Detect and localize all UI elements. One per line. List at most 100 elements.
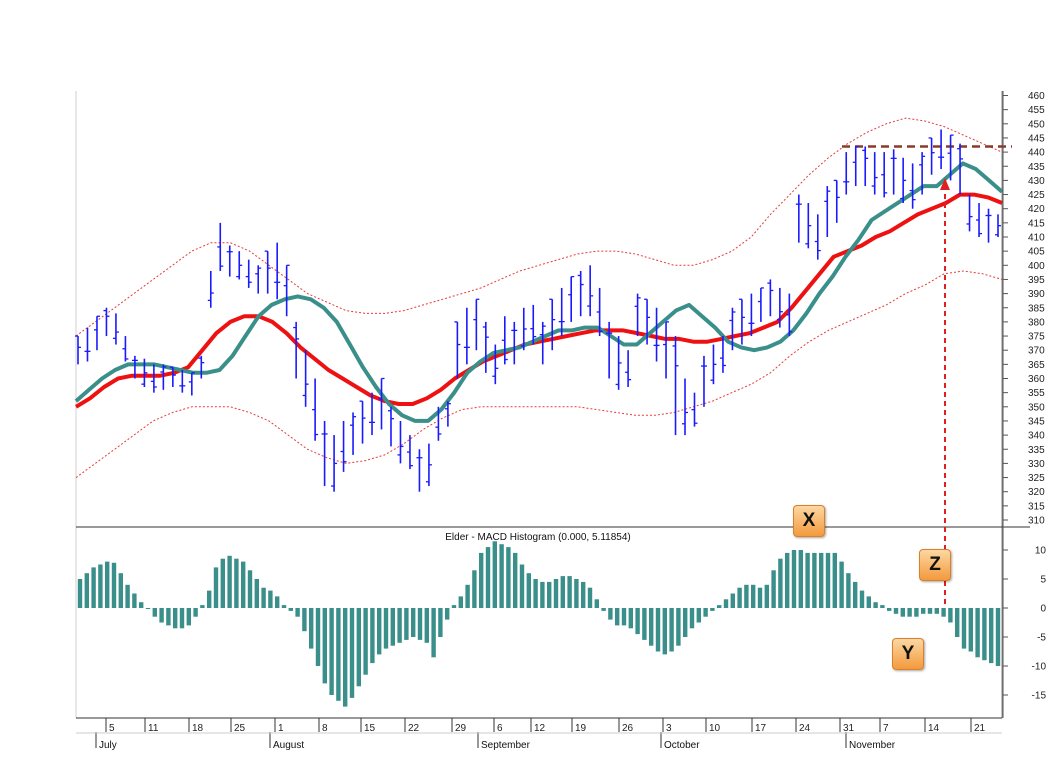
price-bar [539,321,546,365]
day-label: 18 [192,723,204,734]
histogram-bar [499,544,504,608]
price-bar [587,265,594,317]
price-bar [672,336,679,436]
histogram-bar [581,581,586,608]
histogram-bar [567,576,572,608]
price-bar [843,152,850,195]
price-bar [615,336,622,390]
month-label: November [849,740,896,751]
price-tick-label: 430 [1028,176,1045,187]
histogram-bar [77,579,83,608]
histogram-bar [757,587,763,608]
macd-tick-label: 10 [1035,546,1047,557]
histogram-bar [955,608,960,637]
price-bar [473,298,480,351]
histogram-bar [451,605,457,608]
histogram-bar [186,608,191,626]
histogram-bar [730,593,735,608]
price-bar [331,435,338,492]
callout-z: Z [919,549,951,581]
histogram-bar [247,570,253,608]
price-tick-label: 370 [1028,346,1045,357]
price-bar [150,364,157,393]
histogram-bar [819,552,824,608]
price-bar [93,315,100,351]
histogram-bar [859,590,865,608]
price-tick-label: 355 [1028,388,1045,399]
month-label: August [273,740,304,751]
macd-tick-label: -10 [1032,662,1047,673]
histogram-bar [234,558,239,608]
histogram-bar [812,552,817,608]
price-bar [369,392,376,436]
histogram-bar [540,581,545,608]
price-tick-label: 410 [1028,233,1045,244]
price-bar [530,304,537,345]
price-bar [852,145,859,187]
price-tick-label: 420 [1028,204,1045,215]
price-bar [596,287,603,337]
day-label: 22 [408,723,420,734]
price-bar [198,355,205,379]
histogram-bar [642,608,647,640]
price-bar [795,194,802,243]
price-bar [966,194,973,232]
price-bar [302,350,309,407]
price-bar [141,358,148,387]
histogram-bar [363,608,368,675]
histogram-bar [145,608,151,609]
callout-y: Y [892,638,924,670]
price-tick-label: 425 [1028,190,1045,201]
histogram-bar [241,561,246,608]
chart-frame [75,91,1030,719]
price-tick-label: 325 [1028,473,1045,484]
histogram-bar [288,608,293,611]
macd-tick-label: 5 [1040,575,1046,586]
histogram-bar [309,608,314,649]
histogram-bar [173,608,178,629]
price-bar [264,250,271,294]
price-bar [482,321,489,373]
histogram-bar [608,608,613,620]
price-bar [890,149,897,195]
histogram-bar [254,579,259,608]
price-bar [520,307,527,351]
ema-fast-line [74,161,1004,423]
price-bar [558,287,565,337]
histogram-bar [982,608,987,661]
histogram-bar [873,602,878,608]
histogram-bar [900,608,905,617]
day-label: 25 [234,723,246,734]
histogram-bar [519,564,525,608]
histogram-bar [397,608,402,643]
histogram-bar [431,608,436,658]
histogram-bar [315,608,321,666]
price-tick-label: 360 [1028,374,1045,385]
arrow-head [940,178,950,190]
price-bar [435,406,442,441]
price-bar [928,137,935,175]
day-label: 26 [622,723,634,734]
price-bar [814,214,821,260]
histogram-bar [615,608,620,626]
price-bar [786,293,793,337]
ema-slow-line [74,192,1003,409]
histogram-bar [207,590,212,608]
price-bar [568,275,575,322]
histogram-bar [866,596,871,608]
histogram-bar [927,608,933,614]
histogram-bar [594,599,599,608]
price-bar [691,392,698,427]
histogram-bar [533,579,538,608]
histogram-bar [676,608,681,646]
histogram-bar [213,567,219,608]
price-tick-label: 445 [1028,133,1045,144]
histogram-bar [472,570,477,608]
price-tick-label: 350 [1028,402,1045,413]
envelope-upper [75,117,1003,337]
histogram-bar [703,608,708,617]
price-bar [207,270,214,308]
price-bar [103,307,110,337]
histogram-bar [744,584,749,608]
